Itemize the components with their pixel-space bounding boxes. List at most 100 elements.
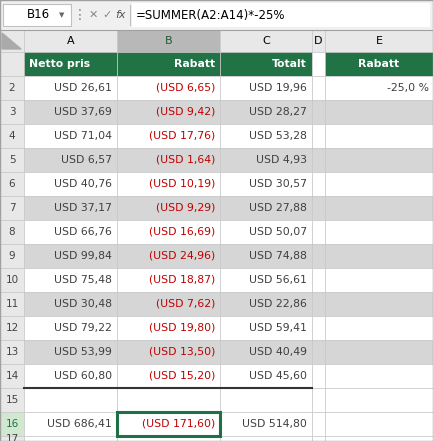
- Text: (USD 7,62): (USD 7,62): [155, 299, 215, 309]
- Bar: [312, 220, 325, 244]
- Bar: [312, 100, 325, 124]
- Text: =SUMMER(A2:A14)*-25%: =SUMMER(A2:A14)*-25%: [136, 8, 285, 22]
- Text: 16: 16: [5, 419, 19, 429]
- Text: (USD 171,60): (USD 171,60): [142, 419, 215, 429]
- Bar: [117, 244, 220, 268]
- Bar: [220, 412, 312, 436]
- Bar: [117, 220, 220, 244]
- Text: 6: 6: [9, 179, 15, 189]
- Bar: [312, 52, 325, 76]
- Text: (USD 13,50): (USD 13,50): [149, 347, 215, 357]
- Bar: [312, 340, 325, 364]
- Text: A: A: [67, 36, 74, 46]
- Bar: [312, 148, 325, 172]
- Bar: [325, 412, 433, 436]
- Bar: [312, 268, 325, 292]
- Text: USD 71,04: USD 71,04: [54, 131, 112, 141]
- Bar: [24, 220, 117, 244]
- Bar: [325, 52, 433, 76]
- Text: USD 74,88: USD 74,88: [249, 251, 307, 261]
- Text: 5: 5: [9, 155, 15, 165]
- Text: USD 686,41: USD 686,41: [47, 419, 112, 429]
- Bar: [24, 196, 117, 220]
- Bar: [220, 196, 312, 220]
- Bar: [312, 124, 325, 148]
- Bar: [117, 436, 220, 441]
- Bar: [117, 268, 220, 292]
- Bar: [117, 52, 220, 76]
- Bar: [325, 388, 433, 412]
- Text: USD 79,22: USD 79,22: [54, 323, 112, 333]
- Bar: [220, 100, 312, 124]
- Text: 13: 13: [5, 347, 19, 357]
- Bar: [312, 196, 325, 220]
- Text: Rabatt: Rabatt: [174, 59, 215, 69]
- Bar: [220, 30, 312, 52]
- Bar: [312, 244, 325, 268]
- Bar: [220, 76, 312, 100]
- Bar: [325, 316, 433, 340]
- Text: USD 26,61: USD 26,61: [54, 83, 112, 93]
- Text: 10: 10: [6, 275, 19, 285]
- Text: USD 66,76: USD 66,76: [54, 227, 112, 237]
- Text: ⋮: ⋮: [73, 8, 87, 22]
- Bar: [0, 30, 24, 52]
- Text: 7: 7: [9, 203, 15, 213]
- Bar: [0, 364, 24, 388]
- Bar: [0, 388, 24, 412]
- Bar: [0, 220, 24, 244]
- Text: USD 37,17: USD 37,17: [54, 203, 112, 213]
- Bar: [117, 364, 220, 388]
- Bar: [117, 172, 220, 196]
- Text: 2: 2: [9, 83, 15, 93]
- Text: USD 59,41: USD 59,41: [249, 323, 307, 333]
- Text: USD 22,86: USD 22,86: [249, 299, 307, 309]
- Bar: [117, 100, 220, 124]
- Bar: [325, 196, 433, 220]
- Bar: [0, 412, 24, 436]
- Bar: [117, 148, 220, 172]
- Text: USD 53,28: USD 53,28: [249, 131, 307, 141]
- Text: USD 6,57: USD 6,57: [61, 155, 112, 165]
- Bar: [312, 30, 325, 52]
- Bar: [220, 364, 312, 388]
- Text: D: D: [314, 36, 323, 46]
- Text: Netto pris: Netto pris: [29, 59, 90, 69]
- Bar: [24, 436, 117, 441]
- Bar: [220, 268, 312, 292]
- Bar: [0, 316, 24, 340]
- Text: USD 514,80: USD 514,80: [242, 419, 307, 429]
- Bar: [325, 268, 433, 292]
- Text: 14: 14: [5, 371, 19, 381]
- Bar: [0, 172, 24, 196]
- Bar: [312, 172, 325, 196]
- Text: USD 60,80: USD 60,80: [54, 371, 112, 381]
- Bar: [312, 76, 325, 100]
- Bar: [220, 220, 312, 244]
- Bar: [325, 148, 433, 172]
- Text: USD 30,57: USD 30,57: [249, 179, 307, 189]
- Bar: [312, 292, 325, 316]
- Bar: [325, 436, 433, 441]
- Bar: [24, 244, 117, 268]
- Bar: [24, 52, 117, 76]
- Bar: [0, 0, 433, 30]
- Bar: [220, 340, 312, 364]
- Text: 12: 12: [5, 323, 19, 333]
- Bar: [220, 148, 312, 172]
- Text: (USD 19,80): (USD 19,80): [149, 323, 215, 333]
- Text: 4: 4: [9, 131, 15, 141]
- Bar: [325, 124, 433, 148]
- Bar: [117, 316, 220, 340]
- Text: (USD 24,96): (USD 24,96): [149, 251, 215, 261]
- Bar: [24, 30, 117, 52]
- Text: USD 45,60: USD 45,60: [249, 371, 307, 381]
- Text: USD 56,61: USD 56,61: [249, 275, 307, 285]
- Bar: [24, 340, 117, 364]
- Bar: [24, 100, 117, 124]
- Bar: [117, 124, 220, 148]
- Bar: [220, 388, 312, 412]
- Bar: [117, 412, 220, 436]
- Text: USD 40,49: USD 40,49: [249, 347, 307, 357]
- Text: (USD 9,42): (USD 9,42): [155, 107, 215, 117]
